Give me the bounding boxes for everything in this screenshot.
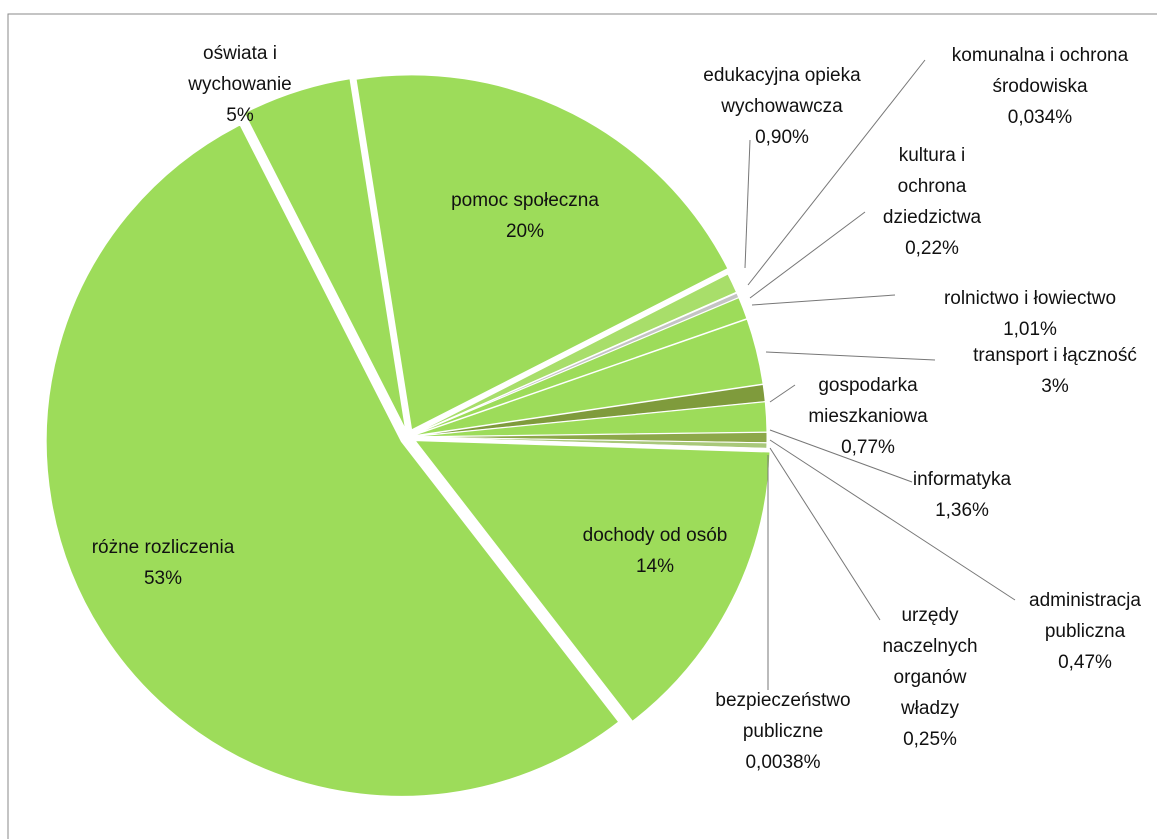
slice-label: informatyka 1,36% <box>902 464 1022 526</box>
slice-label: urzędy naczelnych organów władzy 0,25% <box>875 600 985 755</box>
slice-label: różne rozliczenia 53% <box>63 532 263 594</box>
pie-slice <box>411 296 748 437</box>
category-name: edukacyjna opieka wychowawcza <box>703 65 861 117</box>
slice-label: transport i łączność 3% <box>945 340 1157 402</box>
category-name: transport i łączność <box>973 345 1137 366</box>
slice-label: dochody od osób 14% <box>555 520 755 582</box>
slice-label: administracja publiczna 0,47% <box>1015 585 1155 678</box>
category-name: dochody od osób <box>582 525 728 546</box>
value-label: 0,47% <box>1058 652 1112 673</box>
value-label: 5% <box>226 105 254 126</box>
category-name: rolnictwo i łowiectwo <box>943 288 1117 309</box>
category-name: administracja publiczna <box>1029 590 1141 642</box>
pie-slice <box>411 318 764 437</box>
category-name: komunalna i ochrona środowiska <box>951 45 1129 97</box>
leader-line <box>765 351 936 361</box>
slice-label: bezpieczeństwo publiczne 0,0038% <box>693 685 873 778</box>
category-name: informatyka <box>912 469 1012 490</box>
category-name: bezpieczeństwo publiczne <box>715 690 851 742</box>
slice-label: komunalna i ochrona środowiska 0,034% <box>930 40 1150 133</box>
leader-line <box>744 139 751 269</box>
value-label: 3% <box>1041 376 1069 397</box>
value-label: 1,36% <box>935 500 989 521</box>
pie-slice <box>411 436 768 450</box>
value-label: 0,90% <box>755 127 809 148</box>
pie-slice <box>355 74 729 431</box>
leader-line <box>769 384 796 403</box>
value-label: 0,22% <box>905 238 959 259</box>
value-label: 0,0038% <box>745 752 821 773</box>
value-label: 14% <box>635 556 675 577</box>
value-label: 0,034% <box>1007 107 1073 128</box>
category-name: różne rozliczenia <box>91 537 235 558</box>
slice-label: gospodarka mieszkaniowa 0,77% <box>798 370 938 463</box>
leader-line <box>769 447 881 621</box>
category-name: oświata i wychowanie <box>188 43 292 95</box>
leader-line <box>751 294 896 306</box>
value-label: 0,25% <box>903 729 957 750</box>
value-label: 53% <box>143 568 183 589</box>
category-name: gospodarka mieszkaniowa <box>808 375 928 427</box>
category-name: urzędy naczelnych organów władzy <box>882 605 978 719</box>
value-label: 20% <box>505 221 545 242</box>
category-name: pomoc społeczna <box>451 190 599 211</box>
slice-label: kultura i ochrona dziedzictwa 0,22% <box>872 140 992 264</box>
leader-line <box>749 211 866 299</box>
slice-label: oświata i wychowanie 5% <box>175 38 305 131</box>
leader-line <box>747 59 926 286</box>
pie-slice <box>243 78 407 430</box>
pie-slice <box>45 124 620 797</box>
slice-label: edukacyjna opieka wychowawcza 0,90% <box>682 60 882 153</box>
slice-label: rolnictwo i łowiectwo 1,01% <box>900 283 1157 345</box>
chart-frame <box>7 13 1157 839</box>
value-label: 1,01% <box>1003 319 1057 340</box>
slice-label: pomoc społeczna 20% <box>425 185 625 247</box>
category-name: kultura i ochrona dziedzictwa <box>882 145 982 228</box>
value-label: 0,77% <box>841 437 895 458</box>
leader-line <box>769 439 1016 601</box>
leader-line <box>769 429 913 483</box>
